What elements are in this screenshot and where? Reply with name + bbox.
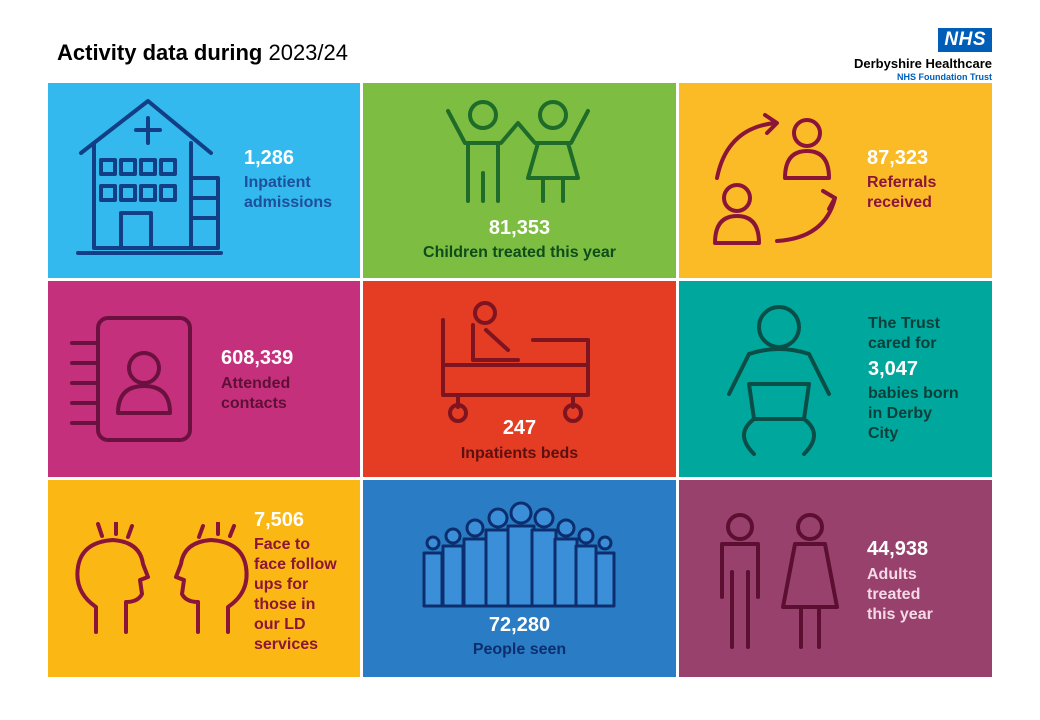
tile-number: 3,047 (868, 358, 919, 380)
referral-cycle-icon (713, 113, 837, 245)
tile-label: People seen (472, 641, 567, 658)
tile-number: 608,339 (221, 347, 294, 369)
tile-label: Children treated this year (423, 244, 616, 261)
tile-label: Attended contacts (221, 375, 291, 412)
baby-icon (727, 305, 831, 456)
tile-label: Face to face follow ups for those in our… (254, 536, 337, 653)
hospital-bed-icon (441, 301, 590, 423)
title-year: 2023/24 (262, 40, 348, 65)
tile-number: 1,286 (244, 147, 295, 169)
contact-book-icon (70, 316, 192, 442)
tile-people-seen: 72,280 People seen (363, 480, 676, 677)
tile-number: 247 (502, 417, 537, 439)
nhs-logo: NHS Derbyshire Healthcare NHS Foundation… (854, 28, 992, 82)
tile-label: Referrals received (867, 174, 937, 211)
tile-referrals: 87,323 Referrals received (679, 83, 992, 278)
crowd-icon (422, 501, 616, 608)
tile-label: Adults treated this year (867, 566, 933, 623)
tile-label: Inpatient admissions (244, 174, 333, 211)
adults-icon (720, 513, 839, 649)
title-bold: Activity data during (57, 40, 263, 65)
tile-face-to-face: 7,506 Face to face follow ups for those … (48, 480, 360, 677)
tile-inpatient-admissions: 1,286 Inpatient admissions (48, 83, 360, 278)
logo-org-name: Derbyshire Healthcare (853, 56, 992, 71)
tile-number: 81,353 (488, 217, 551, 239)
logo-trust-name: NHS Foundation Trust (897, 72, 992, 82)
page-title: Activity data during 2023/24 (57, 40, 348, 66)
tile-pre-label: The Trust cared for (868, 315, 941, 352)
tile-number: 87,323 (867, 147, 929, 169)
tile-number: 7,506 (254, 509, 305, 531)
children-icon (446, 100, 590, 203)
tile-adults-treated: 44,938 Adults treated this year (679, 480, 992, 677)
tile-babies-born: The Trust cared for 3,047 babies born in… (679, 281, 992, 477)
tile-label: Inpatients beds (460, 445, 579, 462)
hospital-icon (76, 99, 223, 255)
tile-number: 44,938 (867, 538, 929, 560)
tile-number: 72,280 (488, 614, 551, 636)
tile-children-treated: 81,353 Children treated this year (363, 83, 676, 278)
nhs-badge: NHS (938, 28, 992, 52)
tile-inpatient-beds: 247 Inpatients beds (363, 281, 676, 477)
tile-label: babies born in Derby City (868, 385, 959, 442)
tile-attended-contacts: 608,339 Attended contacts (48, 281, 360, 477)
two-heads-icon (75, 522, 249, 634)
